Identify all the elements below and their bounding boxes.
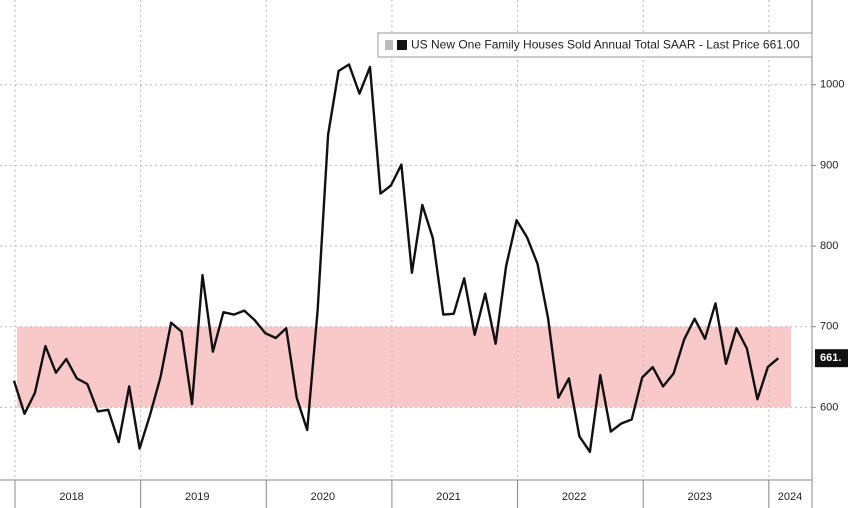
x-tick-label: 2018 <box>59 491 83 503</box>
shaded-band <box>17 326 791 408</box>
x-tick-label: 2022 <box>562 491 586 503</box>
last-price-tag <box>815 349 848 368</box>
legend-swatch <box>385 40 393 50</box>
y-tick-label: 1000 <box>820 79 844 91</box>
y-tick-label: 900 <box>820 159 838 171</box>
y-tick-label: 700 <box>820 321 838 333</box>
x-tick-label: 2021 <box>436 491 460 503</box>
y-tick-label: 800 <box>820 240 838 252</box>
legend-label: US New One Family Houses Sold Annual Tot… <box>411 38 800 52</box>
legend-box <box>377 32 813 58</box>
x-tick-label: 2020 <box>311 491 335 503</box>
last-price-label: 661. <box>820 352 841 364</box>
y-tick-label: 600 <box>820 401 838 413</box>
x-tick-label: 2024 <box>778 491 802 503</box>
series-line <box>12 63 780 453</box>
x-tick-label: 2019 <box>185 491 209 503</box>
legend-swatch <box>397 40 407 50</box>
legend: US New One Family Houses Sold Annual Tot… <box>377 32 813 58</box>
x-tick-label: 2023 <box>688 491 712 503</box>
